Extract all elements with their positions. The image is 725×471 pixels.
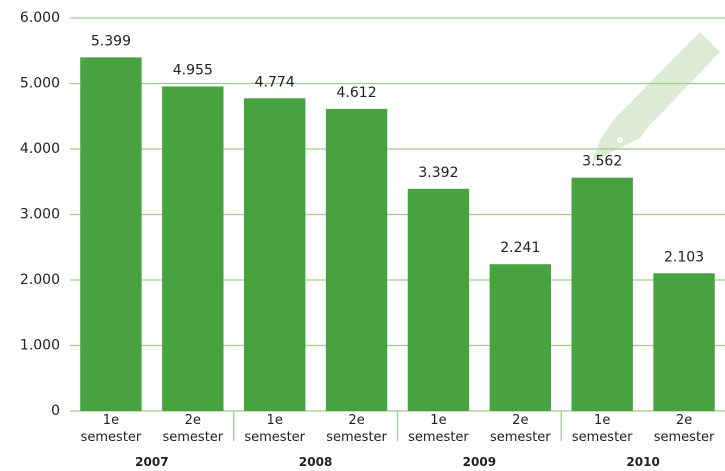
value-label: 4.612: [337, 85, 377, 101]
bar: [80, 57, 142, 411]
group-label: 2010: [626, 455, 660, 469]
value-label: 3.392: [418, 165, 458, 181]
x-tick-label: 2e semester: [326, 413, 387, 445]
bar: [243, 98, 306, 411]
x-tick-label: 2e semester: [653, 413, 715, 445]
y-tick-label: 2.000: [20, 272, 60, 288]
y-tick-label: 1.000: [20, 338, 60, 354]
x-tick-label: 1e semester: [571, 413, 633, 445]
group-label: 2007: [135, 455, 169, 469]
bar: [489, 264, 552, 411]
x-tick-label: 1e semester: [244, 413, 306, 445]
pen-icon: [592, 32, 720, 162]
group-label: 2009: [462, 455, 497, 469]
y-tick-label: 0: [51, 403, 60, 419]
value-label: 3.562: [582, 154, 622, 170]
x-tick-label: 1e semester: [408, 413, 469, 445]
bar: [325, 108, 388, 411]
bar: [162, 86, 224, 411]
pen-nib-hole: [617, 137, 623, 143]
y-tick-label: 5.000: [20, 76, 60, 92]
value-label: 2.241: [500, 240, 540, 256]
value-label: 4.774: [255, 74, 295, 90]
x-tick-label: 2e semester: [162, 413, 224, 445]
y-tick-label: 6.000: [20, 10, 60, 26]
bar: [407, 188, 470, 411]
group-label: 2008: [298, 455, 333, 469]
y-tick-label: 3.000: [20, 207, 60, 223]
bar: [653, 273, 715, 411]
x-tick-label: 1e semester: [80, 413, 142, 445]
y-tick-label: 4.000: [20, 141, 60, 157]
bar: [571, 177, 633, 411]
x-tick-label: 2e semester: [489, 413, 551, 445]
value-label: 2.103: [664, 249, 704, 265]
value-label: 5.399: [91, 33, 131, 49]
value-label: 4.955: [173, 62, 213, 78]
